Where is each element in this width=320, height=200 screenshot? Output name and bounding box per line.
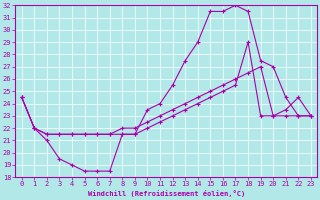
- X-axis label: Windchill (Refroidissement éolien,°C): Windchill (Refroidissement éolien,°C): [88, 190, 245, 197]
